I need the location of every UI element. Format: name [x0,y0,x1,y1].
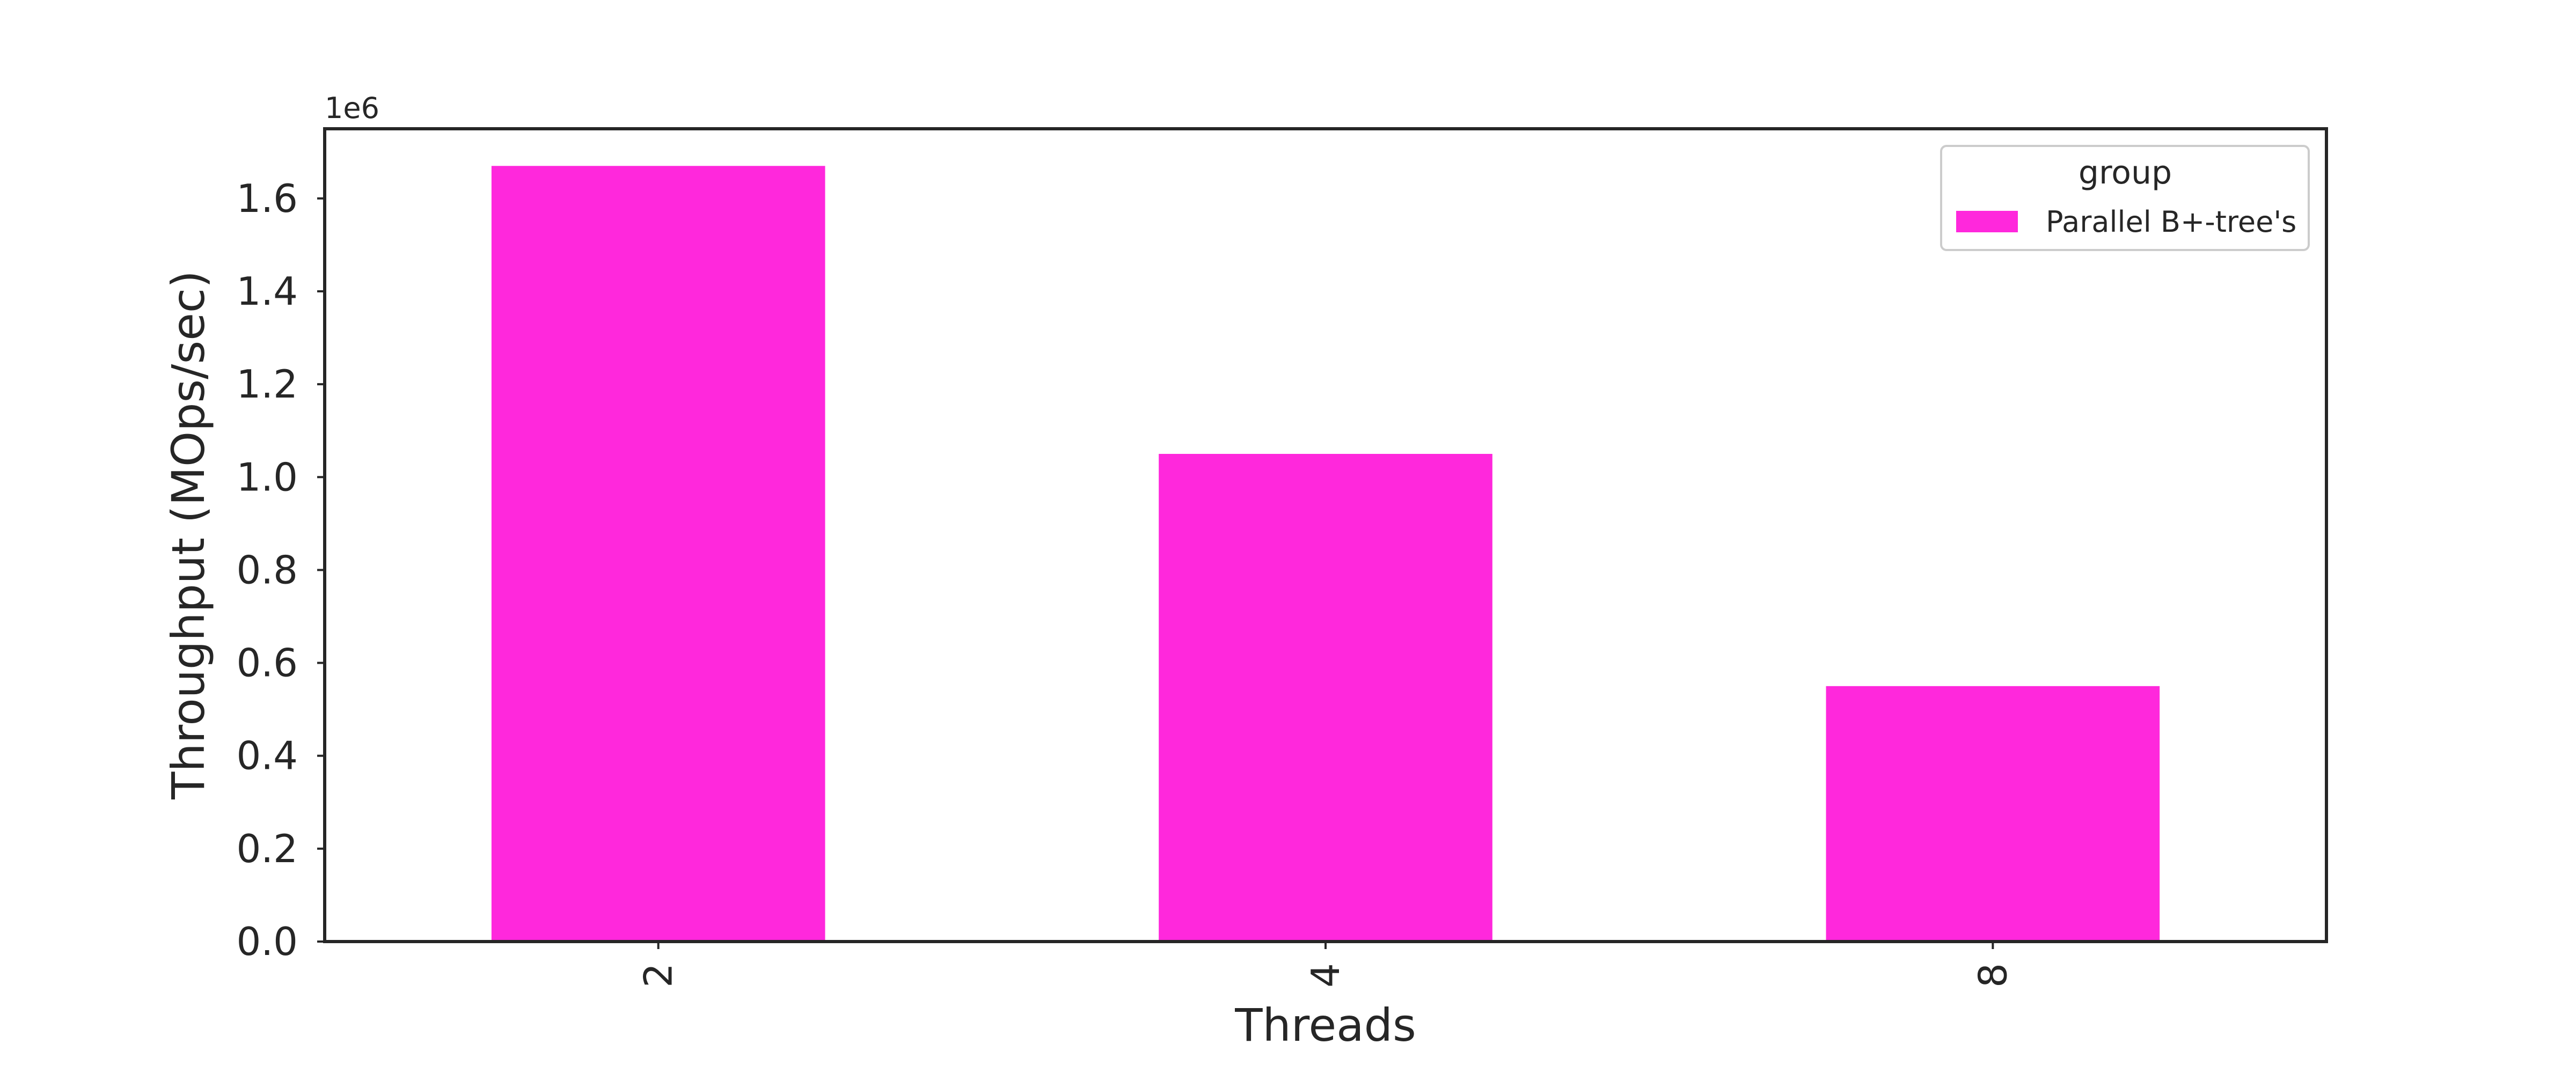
y-tick-label: 1.4 [236,269,298,314]
y-tick-label: 1.0 [236,454,298,499]
x-tick-label: 2 [636,963,681,988]
legend-box [1940,145,2310,251]
y-tick-label: 1.2 [236,362,298,407]
x-axis-ticks: 2 4 8 [636,942,2015,988]
bar-2 [491,166,825,942]
y-tick-label: 0.4 [236,733,298,778]
legend-series-label: Parallel B+-tree's [2046,205,2296,239]
legend: group Parallel B+-tree's [1940,145,2310,251]
y-tick-label: 0.2 [236,826,298,871]
x-tick-label: 4 [1303,963,1348,988]
bar-8 [1826,686,2160,942]
y-axis-offset-label: 1e6 [325,91,379,125]
y-axis-ticks: 0.0 0.2 0.4 0.6 0.8 1.0 1.2 1.4 1.6 [236,176,325,964]
x-axis-label: Threads [1234,999,1416,1052]
legend-swatch [1956,211,2018,232]
y-axis-label: Throughput (MOps/sec) [162,270,215,800]
bar-4 [1159,454,1492,942]
legend-title: group [2079,154,2172,192]
y-tick-label: 0.6 [236,641,298,686]
x-tick-label: 8 [1970,963,2015,988]
y-tick-label: 1.6 [236,176,298,221]
y-tick-label: 0.0 [236,919,298,964]
bars-layer [491,166,2160,942]
y-tick-label: 0.8 [236,547,298,592]
